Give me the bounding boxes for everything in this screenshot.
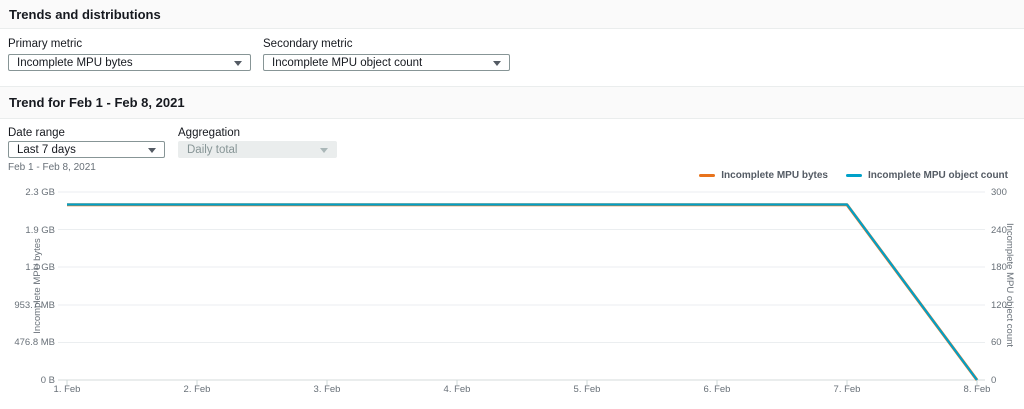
legend-item[interactable]: Incomplete MPU object count — [845, 170, 1008, 181]
section-title-trend-chart: Trend for Feb 1 - Feb 8, 2021 — [9, 95, 185, 110]
primary-metric-label: Primary metric — [8, 38, 83, 50]
section-header-trends: Trends and distributions — [0, 0, 1024, 29]
x-axis-tick: 8. Feb — [963, 384, 991, 395]
y-axis-left-tick: 1.9 GB — [25, 224, 55, 236]
legend-line-swatch-icon — [845, 174, 862, 177]
aggregation-value: Daily total — [187, 143, 238, 156]
secondary-metric-label: Secondary metric — [263, 38, 353, 50]
aggregation-label: Aggregation — [178, 127, 241, 139]
legend-item[interactable]: Incomplete MPU bytes — [699, 170, 828, 181]
chart-legend: Incomplete MPU bytes Incomplete MPU objec… — [699, 170, 1008, 181]
chart-series-line — [67, 203, 978, 381]
date-range-label: Date range — [8, 127, 65, 139]
x-axis-tick: 6. Feb — [703, 384, 731, 395]
x-axis-tick: 2. Feb — [183, 384, 211, 395]
y-axis-right-title: Incomplete MPU object count — [1004, 222, 1015, 348]
y-axis-right-tick: 60 — [991, 337, 1002, 349]
y-axis-right-tick: 180 — [991, 262, 1007, 274]
x-axis-tick: 7. Feb — [833, 384, 861, 395]
y-axis-left-tick: 1.4 GB — [25, 262, 55, 274]
y-axis-left-tick: 476.8 MB — [14, 337, 55, 349]
primary-metric-value: Incomplete MPU bytes — [17, 56, 133, 69]
legend-label: Incomplete MPU object count — [867, 170, 1008, 181]
y-axis-right-tick: 240 — [991, 224, 1007, 236]
x-axis-tick: 4. Feb — [443, 384, 471, 395]
date-range-value: Last 7 days — [17, 143, 76, 156]
primary-metric-select[interactable]: Incomplete MPU bytes — [8, 54, 251, 71]
chevron-down-icon — [320, 147, 328, 153]
chevron-down-icon — [148, 147, 156, 153]
secondary-metric-select[interactable]: Incomplete MPU object count — [263, 54, 510, 71]
x-axis-tick: 1. Feb — [53, 384, 81, 395]
chevron-down-icon — [234, 60, 242, 66]
aggregation-select: Daily total — [178, 141, 337, 158]
date-range-select[interactable]: Last 7 days — [8, 141, 165, 158]
y-axis-right-tick: 120 — [991, 299, 1007, 311]
x-axis-tick: 5. Feb — [573, 384, 601, 395]
section-header-trend-chart: Trend for Feb 1 - Feb 8, 2021 — [0, 86, 1024, 119]
date-range-hint: Feb 1 - Feb 8, 2021 — [8, 162, 96, 173]
secondary-metric-value: Incomplete MPU object count — [272, 56, 423, 69]
y-axis-left-tick: 0 B — [40, 375, 55, 386]
y-axis-left-title: Incomplete MPU bytes — [32, 238, 43, 334]
x-axis-tick: 3. Feb — [313, 384, 341, 395]
legend-label: Incomplete MPU bytes — [721, 170, 828, 181]
legend-line-swatch-icon — [699, 174, 716, 177]
chevron-down-icon — [493, 60, 501, 66]
y-axis-left-tick: 953.7 MB — [14, 299, 55, 311]
y-axis-right-tick: 0 — [991, 375, 997, 386]
section-title-trends: Trends and distributions — [9, 6, 161, 22]
y-axis-right-tick: 300 — [991, 187, 1007, 198]
chart-series-line — [67, 203, 979, 381]
y-axis-left-tick: 2.3 GB — [25, 187, 55, 198]
